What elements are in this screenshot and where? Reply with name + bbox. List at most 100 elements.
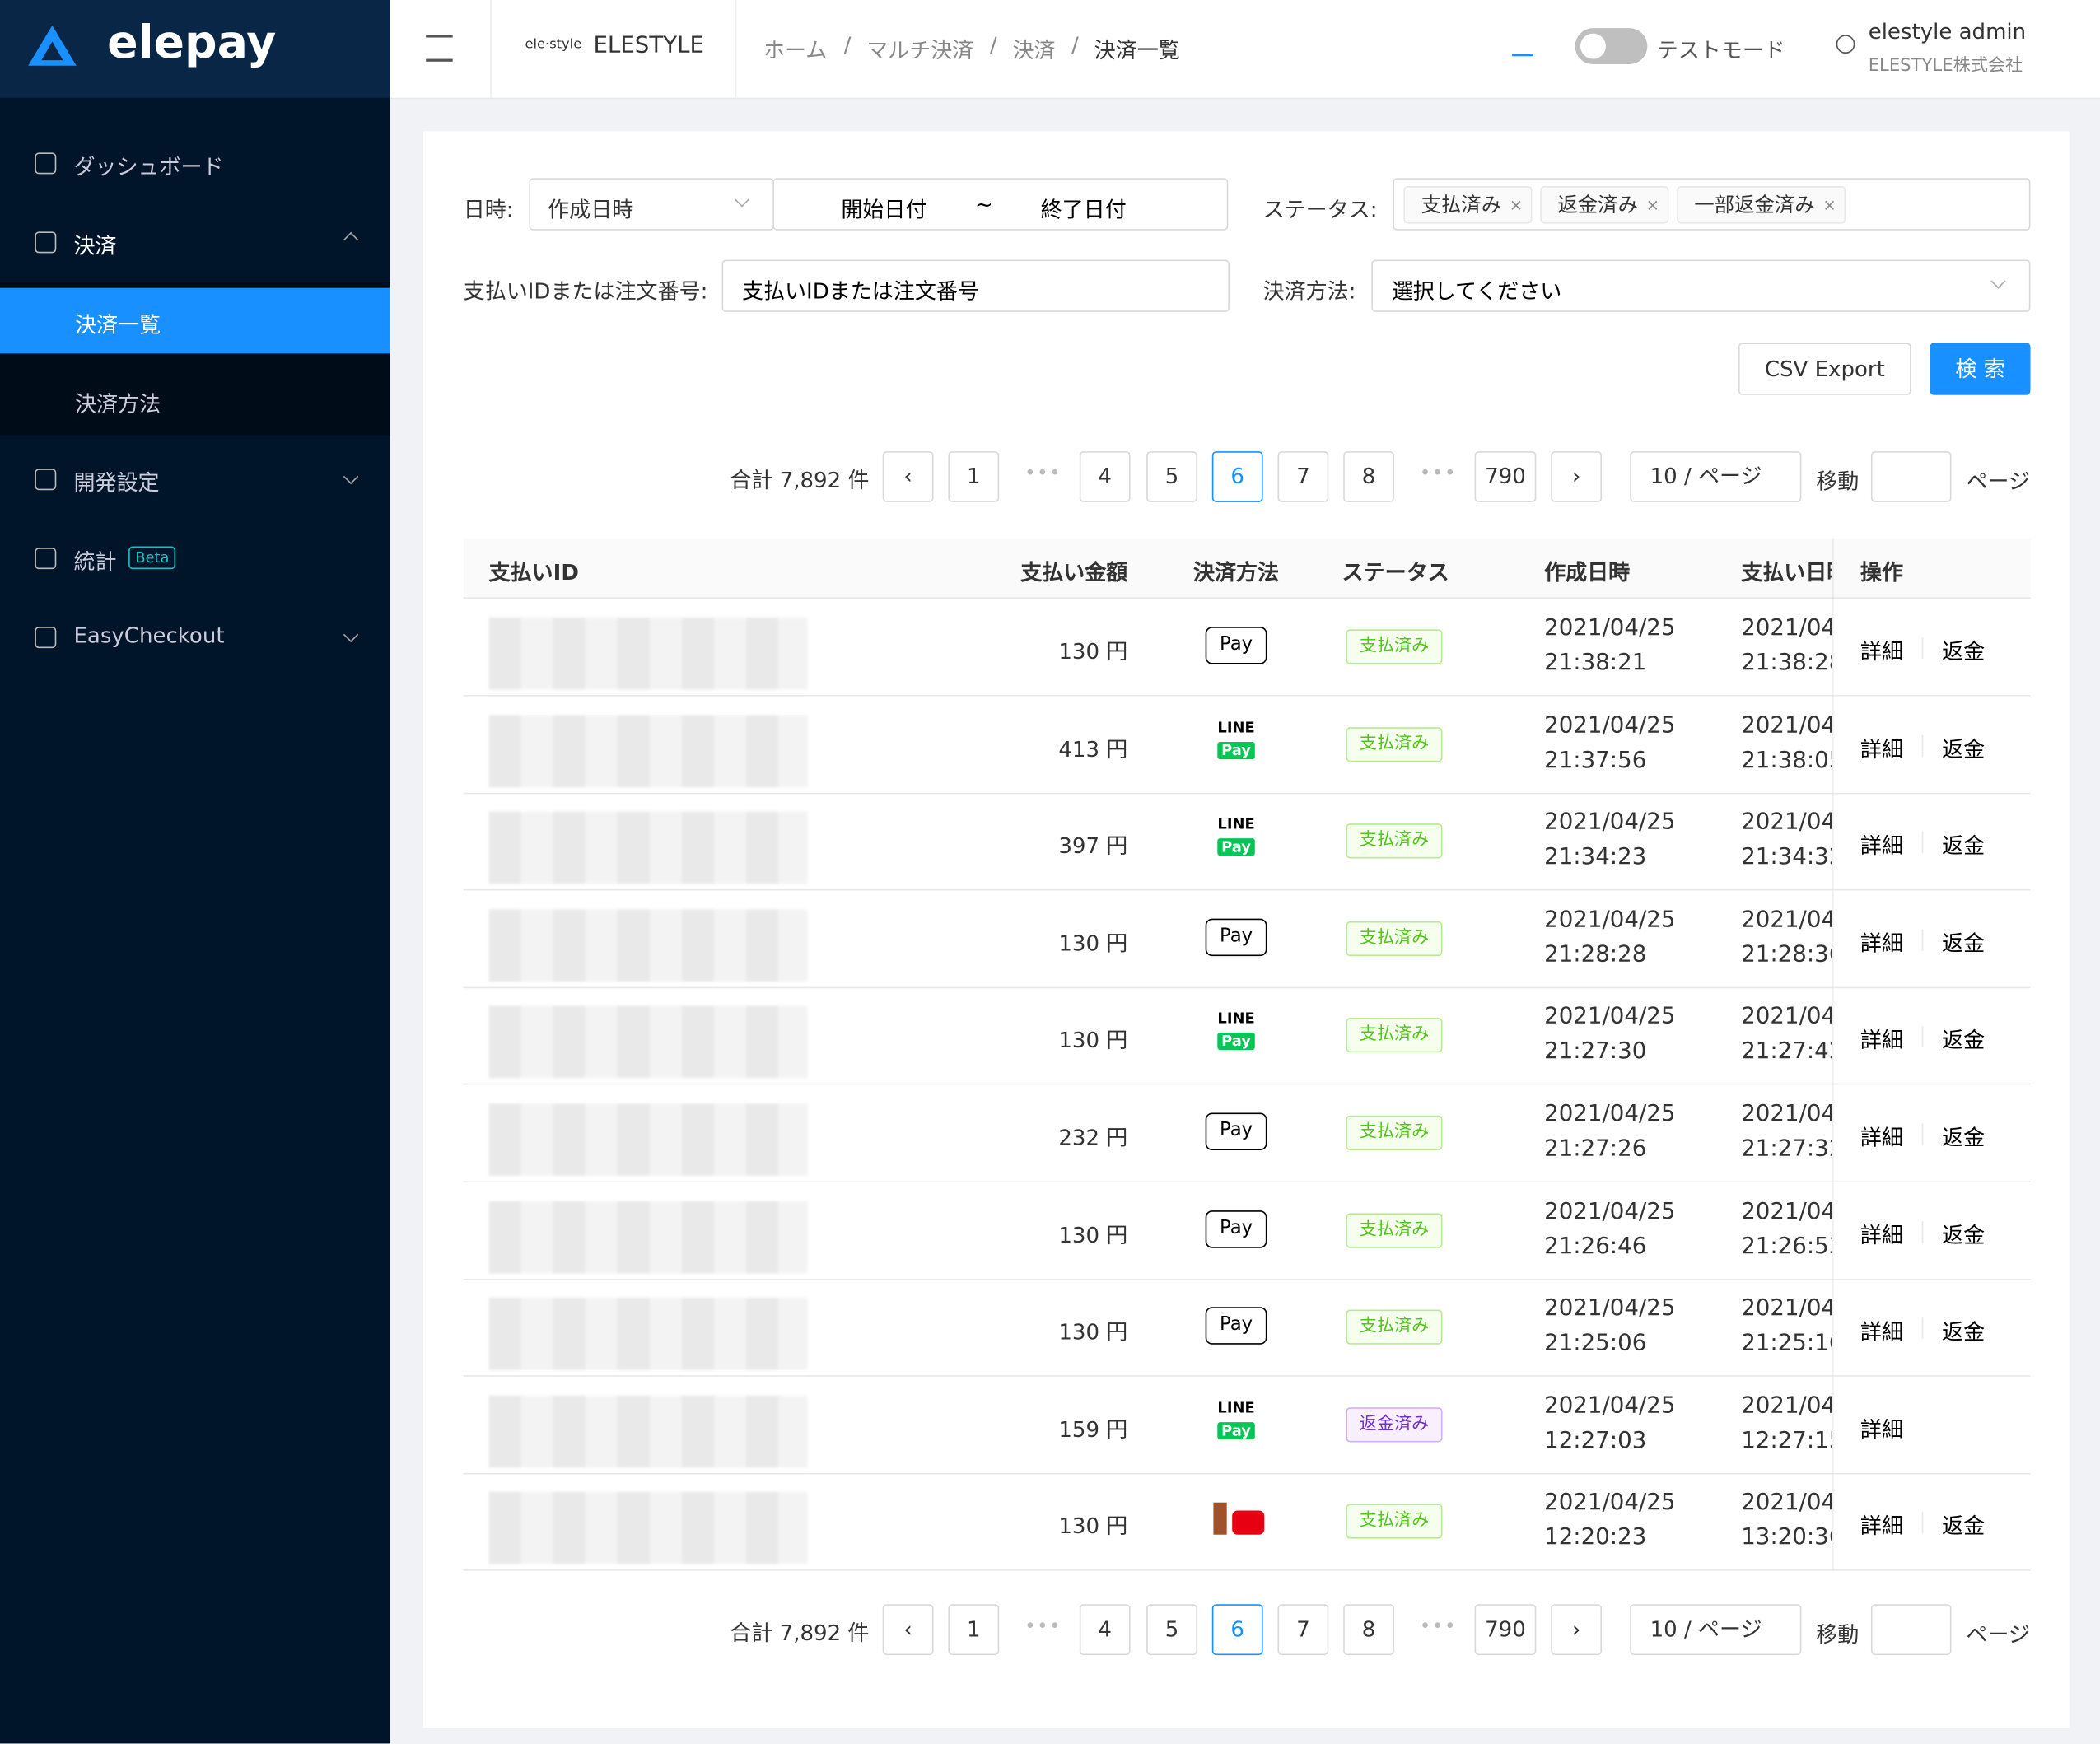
- action-link blue[interactable]: 詳細: [1860, 1125, 1903, 1150]
- action-link blue[interactable]: 返金: [1942, 1513, 1986, 1540]
- submenu-item[interactable]: 決済方法: [75, 390, 161, 417]
- amount: 130 円: [1058, 930, 1128, 956]
- label: 移動: [1816, 469, 1860, 495]
- amount: 130 円: [1058, 638, 1128, 664]
- action-link blue[interactable]: 詳細: [1860, 1513, 1903, 1540]
- status-tag: 返金済み: [1346, 1406, 1443, 1443]
- user-name: elestyle admin: [1868, 18, 2027, 44]
- page-button[interactable]: 790: [1474, 1604, 1537, 1656]
- breadcrumb-separator: /: [989, 32, 997, 58]
- menu-item[interactable]: 開発設定: [73, 469, 160, 496]
- action-link blue[interactable]: 返金: [1942, 735, 1986, 762]
- page-button[interactable]: 1: [948, 451, 1000, 502]
- payment-method-top: LINE: [1217, 1010, 1255, 1028]
- redacted-id: [488, 811, 808, 884]
- paid-at: 2021/04/25: [1741, 1100, 1832, 1128]
- id-input[interactable]: [721, 259, 1230, 312]
- action-link blue[interactable]: 詳細: [1860, 832, 1903, 859]
- page-button[interactable]: 4: [1079, 451, 1131, 502]
- next-page[interactable]: ›: [1551, 1604, 1603, 1656]
- chip-close[interactable]: ×: [1509, 195, 1524, 215]
- ph: 終了日付: [1040, 197, 1127, 222]
- csv-button[interactable]: CSV Export: [1738, 343, 1911, 395]
- payment-method: Pay: [1205, 918, 1267, 956]
- created-at: 2021/04/25: [1544, 711, 1676, 739]
- page-button[interactable]: 6: [1211, 1604, 1263, 1656]
- page-button[interactable]: 7: [1277, 451, 1329, 502]
- redacted-id: [488, 1103, 808, 1176]
- ellipsis: •••: [1419, 1616, 1458, 1638]
- page-size[interactable]: 10 / ページ: [1630, 451, 1802, 502]
- method-text: Pay: [1220, 633, 1253, 655]
- payment-method: Pay: [1205, 627, 1267, 664]
- page-button[interactable]: 790: [1474, 451, 1537, 502]
- search-button[interactable]: 検 索: [1930, 343, 2031, 395]
- next-page[interactable]: ›: [1551, 451, 1603, 502]
- payment-method-bottom: Pay: [1217, 741, 1255, 759]
- breadcrumb-item[interactable]: マルチ決済: [866, 37, 974, 63]
- action-link blue[interactable]: 返金: [1942, 930, 1986, 956]
- page-button[interactable]: 8: [1343, 451, 1394, 502]
- menu-item[interactable]: 統計: [73, 548, 117, 575]
- page-button[interactable]: 4: [1079, 1604, 1131, 1656]
- page-button[interactable]: 8: [1343, 1604, 1394, 1656]
- menu-icon: [35, 231, 57, 254]
- action-link blue[interactable]: 返金: [1942, 1028, 1986, 1053]
- divider: [490, 0, 492, 98]
- action-link blue[interactable]: 詳細: [1860, 1319, 1903, 1345]
- action-link blue[interactable]: 返金: [1942, 638, 1986, 664]
- menu-item[interactable]: ダッシュボード: [73, 154, 224, 180]
- user-company: ELESTYLE株式会社: [1868, 56, 2023, 77]
- submenu-item[interactable]: 決済一覧: [75, 311, 161, 338]
- page-button[interactable]: 1: [948, 1604, 1000, 1656]
- row-divider: [463, 1472, 2031, 1475]
- created-at: 2021/04/25: [1544, 1003, 1676, 1031]
- menu-item[interactable]: 決済: [73, 232, 117, 259]
- page-button[interactable]: 5: [1146, 451, 1197, 502]
- action-divider: [1921, 1123, 1924, 1145]
- action-link blue[interactable]: 詳細: [1860, 930, 1903, 956]
- ph: 選択してください: [1391, 278, 1562, 305]
- redacted-id: [488, 1005, 808, 1079]
- chip-close[interactable]: ×: [1822, 195, 1836, 215]
- page-button[interactable]: 6: [1211, 451, 1263, 502]
- account-name[interactable]: ELESTYLE: [593, 32, 705, 59]
- created-at: 21:28:28: [1544, 940, 1647, 968]
- prev-page[interactable]: ‹: [882, 451, 934, 502]
- menu-toggle[interactable]: [426, 35, 453, 62]
- payment-method-bottom: Pay: [1217, 1421, 1255, 1439]
- page-size[interactable]: 10 / ページ: [1630, 1604, 1802, 1656]
- user-icon: [1836, 35, 1855, 54]
- breadcrumb-item[interactable]: ホーム: [763, 37, 828, 63]
- chip-close[interactable]: ×: [1645, 195, 1660, 215]
- action-link blue[interactable]: 返金: [1942, 1319, 1986, 1345]
- breadcrumb-item[interactable]: 決済: [1012, 37, 1056, 63]
- page-button[interactable]: 5: [1146, 1604, 1197, 1656]
- page-button[interactable]: 7: [1277, 1604, 1329, 1656]
- prev-page[interactable]: ‹: [882, 1604, 934, 1656]
- action-link blue[interactable]: 返金: [1942, 832, 1986, 859]
- action-link blue[interactable]: 返金: [1942, 1125, 1986, 1150]
- redacted-id: [488, 1201, 808, 1273]
- menu-item[interactable]: EasyCheckout: [73, 623, 225, 649]
- action-link blue[interactable]: 詳細: [1860, 1222, 1903, 1248]
- row-divider: [463, 1278, 2031, 1280]
- jump-input[interactable]: [1870, 451, 1952, 502]
- date-range[interactable]: [772, 178, 1229, 231]
- column-header: 支払い日時: [1741, 559, 1832, 585]
- method-select[interactable]: [1371, 259, 2031, 312]
- date-type-select[interactable]: [529, 178, 775, 231]
- jump-input[interactable]: [1870, 1604, 1952, 1656]
- download-icon[interactable]: [1512, 35, 1534, 57]
- action-link blue[interactable]: 詳細: [1860, 638, 1903, 664]
- chip-text: 返金済み: [1557, 193, 1638, 217]
- action-link blue[interactable]: 詳細: [1860, 1416, 1903, 1443]
- created-at: 12:27:03: [1544, 1427, 1647, 1454]
- created-at: 2021/04/25: [1544, 809, 1676, 837]
- redacted-id: [488, 714, 808, 787]
- action-link blue[interactable]: 詳細: [1860, 735, 1903, 762]
- action-link blue[interactable]: 返金: [1942, 1222, 1986, 1248]
- action-divider: [1921, 637, 1924, 660]
- action-link blue[interactable]: 詳細: [1860, 1028, 1903, 1053]
- toggle-knob: [1580, 33, 1606, 59]
